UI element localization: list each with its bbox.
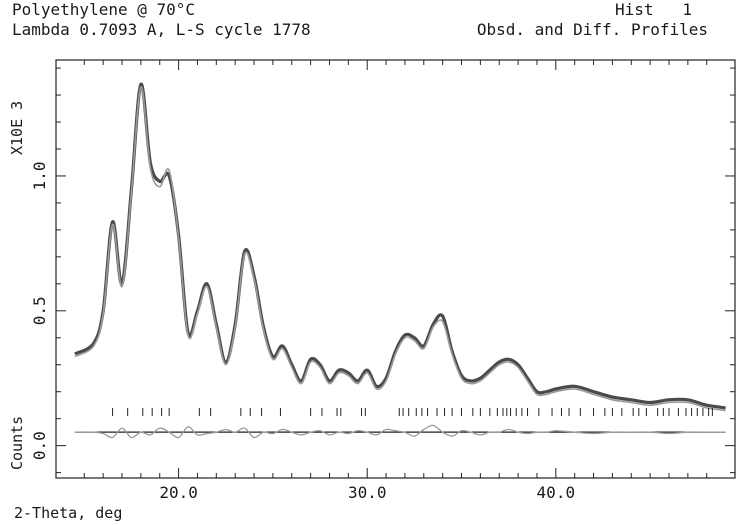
- x-tick-label: 30.0: [348, 483, 387, 502]
- x-tick-label: 40.0: [537, 483, 576, 502]
- difference-profile-line: [74, 424, 726, 439]
- series-group: [74, 82, 726, 439]
- axis-ticks: 20.0 30.0 40.0 0.0 0.5 1.0: [30, 60, 735, 502]
- y-tick-label: 1.0: [30, 162, 49, 191]
- y-axis-label: Counts: [8, 416, 26, 470]
- chart-title-line1: Polyethylene @ 70°C: [12, 0, 196, 19]
- profile-label: Obsd. and Diff. Profiles: [476, 20, 708, 39]
- plot-frame: [55, 59, 736, 479]
- observed-profile-line: [74, 82, 726, 410]
- y-tick-label: 0.0: [30, 431, 49, 460]
- y-scale-label: X10E 3: [8, 101, 26, 155]
- x-tick-label: 20.0: [159, 483, 198, 502]
- chart-title-line2: Lambda 0.7093 A, L-S cycle 1778: [12, 20, 311, 39]
- hist-label: Hist 1: [614, 0, 692, 19]
- reflection-markers: [112, 408, 713, 416]
- y-tick-label: 0.5: [30, 296, 49, 325]
- x-axis-label: 2-Theta, deg: [14, 504, 122, 522]
- calculated-profile-line: [74, 86, 726, 412]
